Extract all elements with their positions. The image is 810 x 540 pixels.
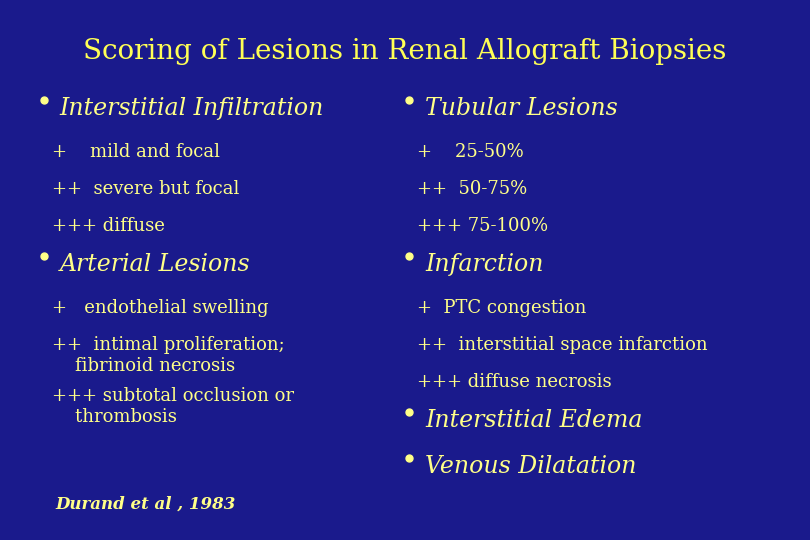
Text: +++ subtotal occlusion or
    thrombosis: +++ subtotal occlusion or thrombosis	[52, 387, 293, 426]
Text: +    25-50%: + 25-50%	[417, 143, 524, 161]
Text: +    mild and focal: + mild and focal	[52, 143, 220, 161]
Text: Tubular Lesions: Tubular Lesions	[425, 97, 617, 120]
Text: Infarction: Infarction	[425, 253, 544, 276]
Text: Scoring of Lesions in Renal Allograft Biopsies: Scoring of Lesions in Renal Allograft Bi…	[83, 38, 727, 65]
Text: Arterial Lesions: Arterial Lesions	[59, 253, 250, 276]
Text: Venous Dilatation: Venous Dilatation	[425, 455, 637, 478]
Text: Interstitial Infiltration: Interstitial Infiltration	[59, 97, 324, 120]
Text: ++  50-75%: ++ 50-75%	[417, 180, 527, 198]
Text: +++ 75-100%: +++ 75-100%	[417, 217, 548, 234]
Text: ++  interstitial space infarction: ++ interstitial space infarction	[417, 336, 708, 354]
Text: +   endothelial swelling: + endothelial swelling	[52, 299, 268, 317]
Text: +++ diffuse necrosis: +++ diffuse necrosis	[417, 373, 612, 390]
Text: ++  severe but focal: ++ severe but focal	[52, 180, 239, 198]
Text: +  PTC congestion: + PTC congestion	[417, 299, 586, 317]
Text: ++  intimal proliferation;
    fibrinoid necrosis: ++ intimal proliferation; fibrinoid necr…	[52, 336, 284, 375]
Text: +++ diffuse: +++ diffuse	[52, 217, 164, 234]
Text: Interstitial Edema: Interstitial Edema	[425, 409, 642, 433]
Text: Durand et al , 1983: Durand et al , 1983	[55, 496, 236, 513]
